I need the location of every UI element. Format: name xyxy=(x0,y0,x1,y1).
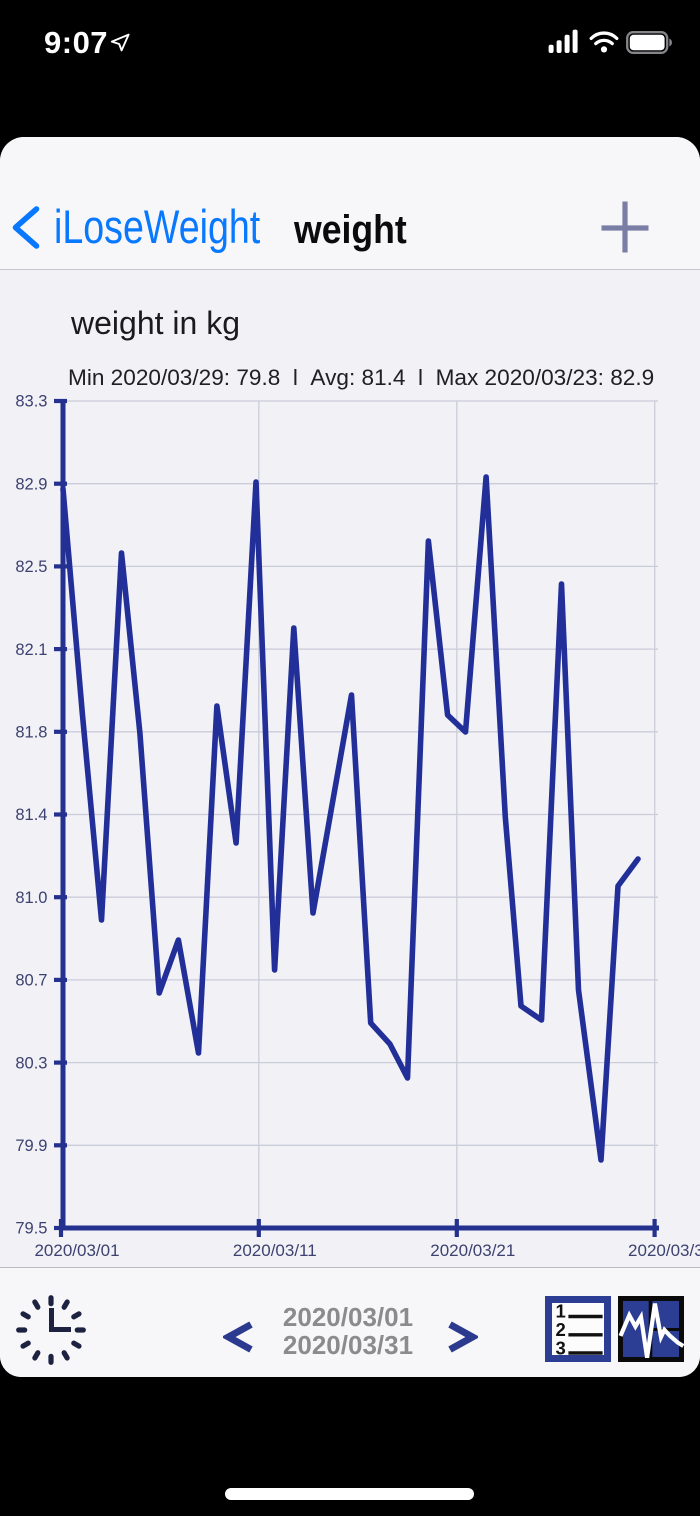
svg-text:81.4: 81.4 xyxy=(15,806,47,824)
svg-text:1: 1 xyxy=(556,1301,566,1322)
svg-text:82.9: 82.9 xyxy=(15,475,47,493)
svg-text:82.1: 82.1 xyxy=(15,641,47,659)
svg-text:3: 3 xyxy=(556,1338,566,1359)
svg-text:2020/03/21: 2020/03/21 xyxy=(430,1241,515,1260)
svg-text:80.3: 80.3 xyxy=(15,1054,47,1072)
svg-text:83.3: 83.3 xyxy=(15,393,47,411)
svg-text:82.5: 82.5 xyxy=(15,558,47,576)
svg-text:2020/03/11: 2020/03/11 xyxy=(233,1241,317,1260)
svg-text:79.5: 79.5 xyxy=(15,1220,47,1238)
svg-text:2020/03/01: 2020/03/01 xyxy=(34,1241,119,1260)
svg-text:2020/03/31: 2020/03/31 xyxy=(628,1241,700,1260)
svg-text:79.9: 79.9 xyxy=(15,1137,47,1155)
svg-text:80.7: 80.7 xyxy=(15,972,47,990)
svg-text:81.0: 81.0 xyxy=(15,889,47,907)
svg-text:2: 2 xyxy=(556,1319,566,1340)
svg-text:81.8: 81.8 xyxy=(15,724,47,742)
